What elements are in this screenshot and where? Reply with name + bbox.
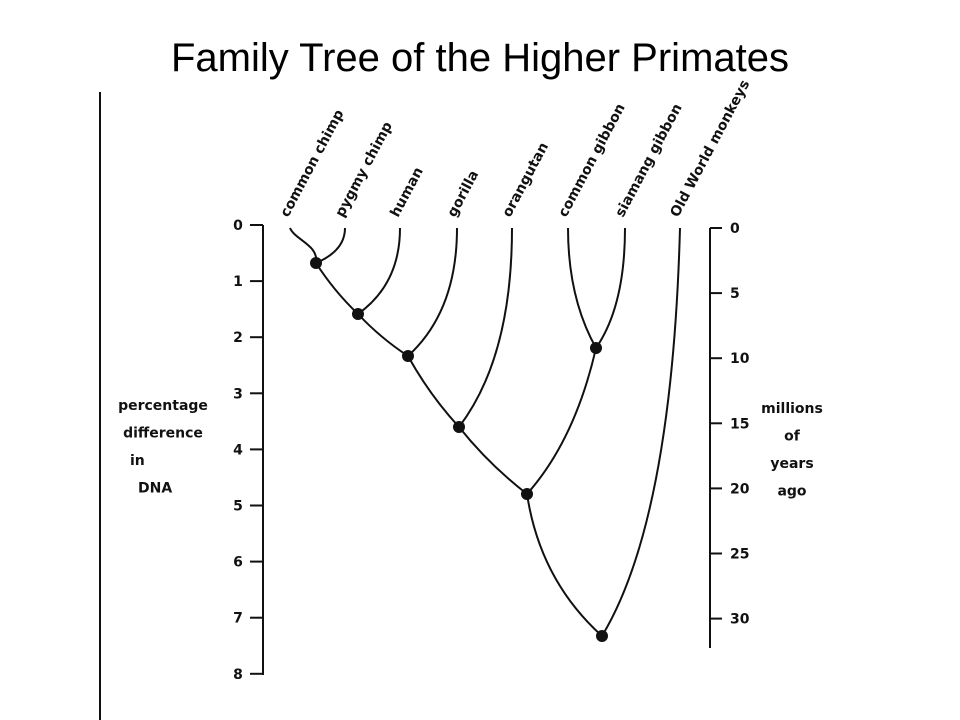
branch: [526, 347, 597, 495]
branch: [458, 426, 528, 495]
left-axis-label: in: [130, 453, 145, 469]
branch: [357, 313, 409, 357]
left-tick-label: 7: [233, 611, 243, 627]
right-axis-label: ago: [777, 484, 806, 500]
species-label: orangutan: [499, 140, 552, 220]
branch-node: [590, 342, 602, 354]
branch-node: [352, 308, 364, 320]
branch: [357, 227, 401, 315]
left-tick-label: 4: [233, 442, 243, 458]
right-tick-label: 15: [730, 416, 749, 432]
branch: [407, 227, 458, 357]
branch: [601, 227, 681, 637]
branch-node: [453, 421, 465, 433]
left-tick-label: 2: [233, 330, 243, 346]
left-axis-label: percentage: [118, 398, 208, 414]
species-label: Old World monkeys: [667, 77, 753, 219]
branch: [595, 227, 626, 349]
left-tick-label: 5: [233, 499, 243, 515]
right-tick-label: 5: [730, 286, 740, 302]
right-axis-label: of: [784, 429, 801, 445]
branch-node: [310, 257, 322, 269]
branch: [526, 493, 603, 637]
left-tick-label: 6: [233, 555, 243, 571]
left-axis-label: difference: [123, 426, 203, 442]
branch: [567, 227, 597, 349]
right-tick-label: 0: [730, 221, 740, 237]
species-label: human: [387, 165, 426, 220]
title: Family Tree of the Higher Primates: [171, 36, 789, 80]
left-tick-label: 0: [233, 218, 243, 234]
left-tick-label: 3: [233, 386, 243, 402]
branch-node: [402, 350, 414, 362]
right-tick-label: 25: [730, 547, 749, 563]
species-label: pygmy chimp: [332, 119, 396, 220]
branch: [407, 355, 460, 428]
left-axis-label: DNA: [138, 481, 172, 497]
right-axis-label: millions: [761, 401, 823, 417]
right-tick-label: 30: [730, 612, 750, 628]
branch-node: [521, 488, 533, 500]
branch: [315, 227, 346, 264]
right-axis-label: years: [770, 456, 813, 472]
branch-node: [596, 630, 608, 642]
branch: [315, 262, 359, 315]
right-tick-label: 20: [730, 481, 750, 497]
branch: [458, 227, 513, 428]
left-tick-label: 8: [233, 667, 243, 683]
left-tick-label: 1: [233, 274, 243, 290]
branch: [289, 227, 318, 264]
species-label: gorilla: [444, 168, 482, 220]
right-tick-label: 10: [730, 351, 750, 367]
